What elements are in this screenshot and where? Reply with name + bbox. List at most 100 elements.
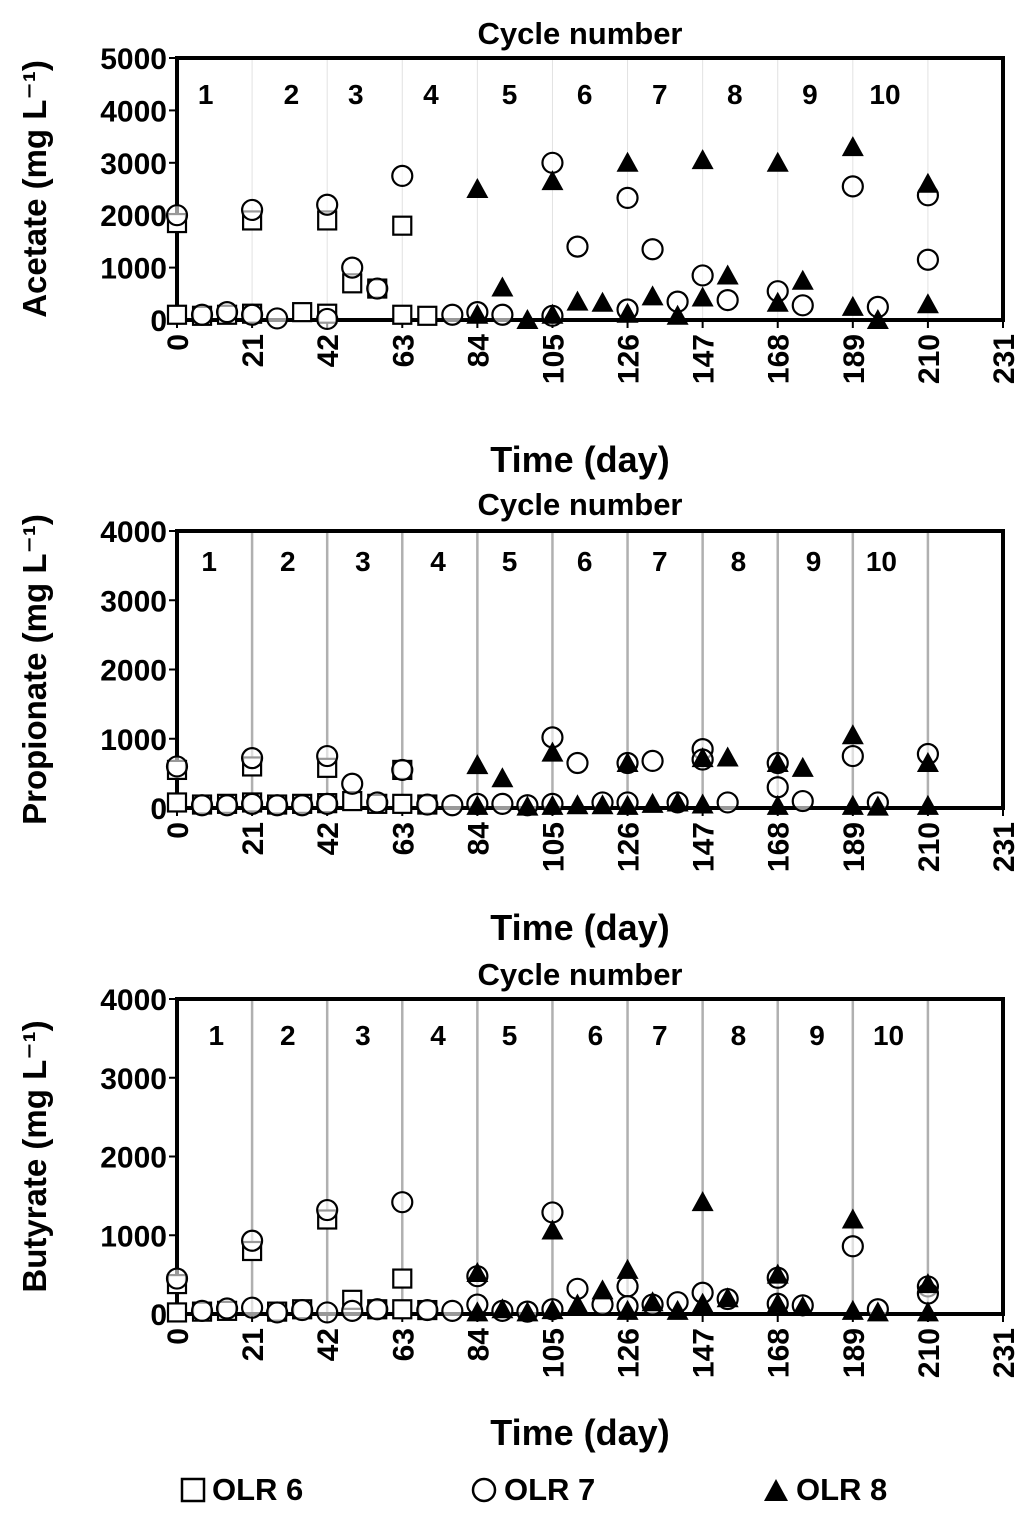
circle-point: [391, 758, 414, 782]
triangle-point: [791, 1295, 814, 1316]
x-tick-label: 189: [838, 1328, 871, 1378]
y-tick-label: 0: [150, 793, 167, 826]
x-tick-label: 210: [913, 822, 946, 872]
circle-point: [366, 791, 389, 814]
triangle-point: [791, 269, 814, 290]
circle-point: [841, 1235, 864, 1258]
triangle-point: [641, 792, 664, 813]
cycle-label: 3: [355, 1020, 371, 1051]
triangle-point: [641, 285, 664, 306]
cycle-label: 3: [348, 79, 364, 110]
triangle-point: [766, 751, 789, 772]
y-tick-label: 0: [150, 305, 167, 338]
circle-point: [916, 248, 940, 271]
circle-point: [165, 1267, 189, 1290]
x-tick-label: 21: [237, 334, 270, 367]
triangle-point: [791, 756, 814, 777]
triangle-point: [691, 1292, 714, 1313]
series-olr-8: [466, 1191, 939, 1322]
y-tick-label: 3000: [100, 148, 167, 181]
x-tick-label: 63: [387, 1328, 420, 1361]
circle-point: [240, 1296, 264, 1319]
x-tick-label: 210: [913, 334, 946, 384]
triangle-point: [916, 1301, 939, 1322]
square-point: [392, 215, 413, 236]
triangle-point: [666, 1299, 689, 1320]
triangle-point: [491, 767, 514, 788]
x-tick-label: 84: [462, 822, 495, 856]
circle-point: [266, 307, 289, 330]
triangle-point: [566, 794, 589, 815]
series-olr-7: [165, 726, 940, 817]
triangle-point: [616, 1258, 639, 1279]
x-tick-label: 105: [537, 334, 570, 384]
cycle-label: 10: [873, 1020, 904, 1051]
x-tick-label: 168: [763, 334, 796, 384]
triangle-point: [466, 794, 489, 815]
triangle-point: [841, 1208, 864, 1229]
triangle-point: [916, 293, 939, 314]
x-tick-label: 0: [162, 1328, 195, 1345]
circle-point: [190, 1299, 214, 1322]
series-olr-8: [466, 724, 939, 816]
circle-point: [841, 175, 864, 198]
circle-point: [616, 1275, 639, 1298]
x-tick-label: 42: [312, 334, 345, 367]
cycle-label: 8: [731, 546, 747, 577]
square-point: [417, 305, 438, 326]
triangle-point: [691, 286, 714, 307]
triangle-point: [541, 170, 564, 191]
cycle-label: 1: [209, 1020, 225, 1051]
triangle-point: [541, 1219, 564, 1240]
circle-point: [441, 1299, 464, 1322]
cycle-label: 6: [588, 1020, 604, 1051]
triangle-point: [691, 1191, 714, 1212]
series-olr-8: [466, 136, 939, 329]
circle-point: [491, 303, 514, 326]
triangle-point: [916, 751, 939, 772]
square-point: [166, 1302, 188, 1323]
cycle-label: 5: [502, 1020, 518, 1051]
square-point: [392, 1299, 413, 1320]
triangle-point: [591, 291, 614, 312]
circle-point: [215, 301, 239, 324]
triangle-point: [666, 304, 689, 325]
square-point: [392, 304, 413, 325]
triangle-marker-icon: [764, 1479, 788, 1501]
square-marker-icon: [180, 1477, 206, 1503]
circle-point: [240, 1229, 264, 1252]
x-tick-label: 84: [462, 334, 495, 368]
triangle-point: [491, 276, 514, 297]
triangle-point: [616, 1299, 639, 1320]
cycle-label: 2: [284, 79, 300, 110]
y-axis-label: Butyrate (mg L⁻¹): [16, 1020, 53, 1292]
x-tick-label: 42: [312, 1328, 345, 1361]
y-axis-label: Acetate (mg L⁻¹): [16, 60, 53, 318]
y-tick-label: 1000: [100, 724, 167, 757]
x-tick-label: 105: [537, 822, 570, 872]
triangle-point: [666, 791, 689, 812]
triangle-point: [641, 1291, 664, 1312]
cycle-label: 7: [652, 79, 668, 110]
circle-point: [366, 277, 389, 300]
cycle-label: 5: [502, 546, 518, 577]
cycle-label: 9: [806, 546, 822, 577]
triangle-point: [541, 741, 564, 762]
cycle-label: 10: [866, 546, 897, 577]
triangle-point: [766, 1263, 789, 1284]
circle-point: [391, 1191, 414, 1214]
triangle-point: [866, 1301, 889, 1322]
circle-point: [616, 186, 639, 210]
circle-point: [291, 794, 314, 817]
triangle-point: [616, 794, 639, 815]
circle-point: [240, 792, 264, 815]
x-tick-label: 147: [688, 822, 721, 872]
triangle-point: [566, 1293, 589, 1314]
circle-point: [316, 792, 339, 815]
x-tick-label: 231: [988, 1328, 1021, 1378]
circle-point: [641, 749, 664, 773]
x-tick-label: 21: [237, 822, 270, 855]
triangle-point: [766, 1292, 789, 1313]
